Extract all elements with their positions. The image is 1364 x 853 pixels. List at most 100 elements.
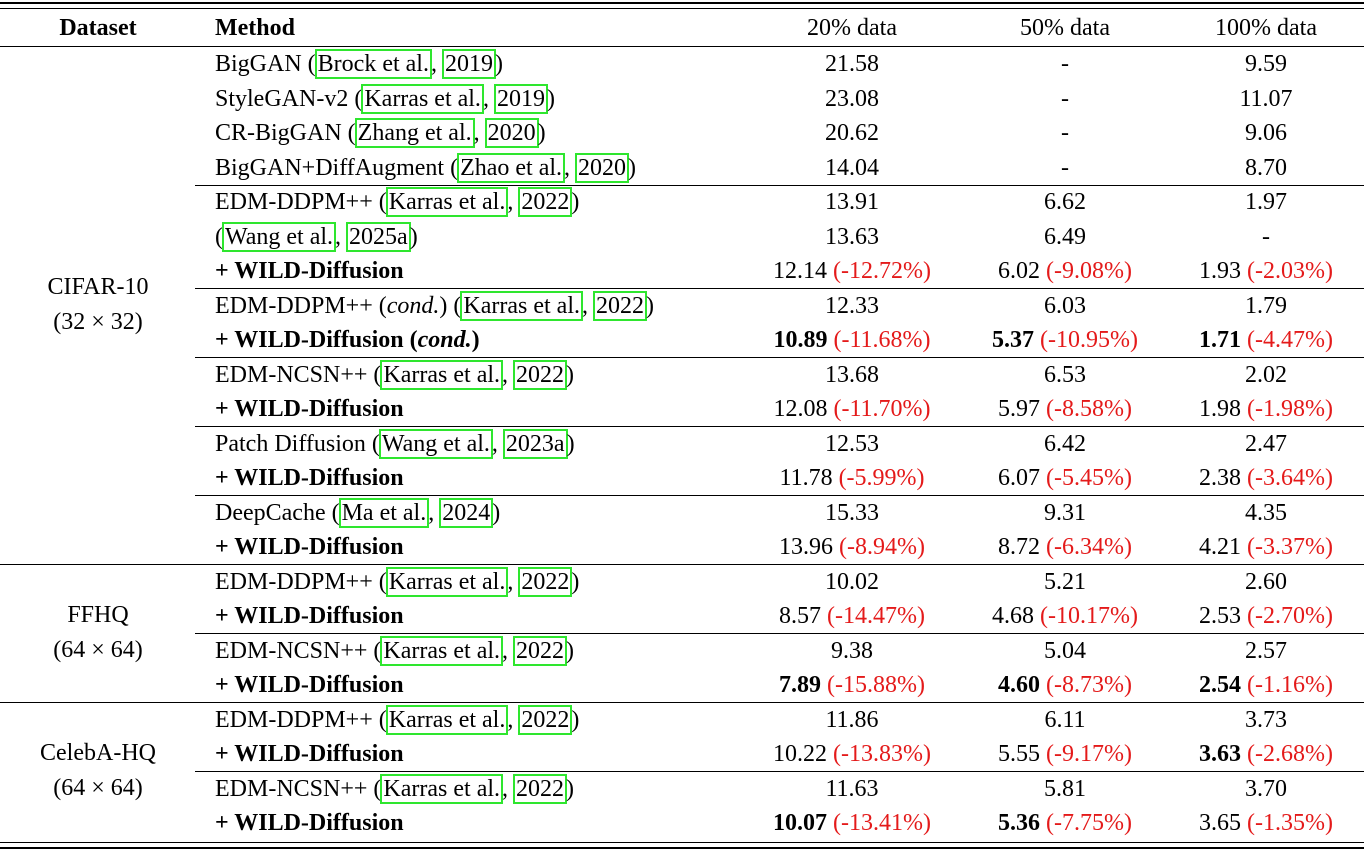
citation: 2020	[575, 152, 630, 183]
score-value: 10.07	[773, 810, 828, 836]
method-cell: + WILD-Diffusion	[215, 737, 404, 771]
header-rule	[0, 46, 1364, 47]
score-value: 13.63	[825, 223, 879, 250]
score-cell: 4.21 (-3.37%)	[1146, 530, 1364, 564]
method-cell: EDM-DDPM++ (Karras et al., 2022)	[215, 565, 579, 599]
score-change: (-9.08%)	[1046, 258, 1132, 284]
score-value: 6.53	[1044, 361, 1086, 388]
score-cell: 6.53	[945, 358, 1185, 392]
score-cell: 1.71 (-4.47%)	[1146, 323, 1364, 357]
score-value: 4.68	[992, 603, 1035, 629]
method-text: + WILD-Diffusion	[215, 810, 404, 836]
score-value: 4.60	[998, 672, 1041, 698]
method-cell: + WILD-Diffusion	[215, 806, 404, 840]
score-cell: 9.06	[1146, 116, 1364, 150]
score-cell: 2.53 (-2.70%)	[1146, 599, 1364, 633]
method-text: EDM-NCSN++ (	[215, 637, 382, 664]
score-cell: 1.79	[1146, 289, 1364, 323]
method-cell: DeepCache (Ma et al., 2024)	[215, 496, 500, 530]
method-cell: + WILD-Diffusion (cond.)	[215, 323, 480, 357]
score-value: -	[1061, 154, 1069, 181]
score-cell: 6.62	[945, 185, 1185, 219]
score-value: 13.91	[825, 189, 879, 215]
method-cell: EDM-NCSN++ (Karras et al., 2022)	[215, 358, 574, 392]
score-value: 8.72	[998, 534, 1041, 560]
citation: 2022	[513, 773, 568, 804]
score-cell: -	[945, 47, 1185, 81]
block-rule	[195, 357, 1364, 358]
method-text: EDM-NCSN++ (	[215, 361, 382, 388]
method-text: + WILD-Diffusion	[215, 396, 404, 422]
block-rule	[195, 288, 1364, 289]
score-value: 6.42	[1044, 430, 1086, 457]
score-cell: 13.68	[732, 358, 972, 392]
method-cell: EDM-DDPM++ (Karras et al., 2022)	[215, 703, 579, 737]
score-cell: 5.36 (-7.75%)	[945, 806, 1185, 840]
score-change: (-10.95%)	[1040, 327, 1138, 353]
score-change: (-14.47%)	[827, 603, 925, 629]
score-cell: 13.91	[732, 185, 972, 219]
group-rule	[0, 564, 1364, 565]
score-cell: 6.07 (-5.45%)	[945, 461, 1185, 495]
method-text: EDM-DDPM++ (	[215, 568, 387, 595]
score-value: 10.02	[825, 568, 879, 595]
score-change: (-5.99%)	[838, 465, 925, 491]
score-cell: 2.47	[1146, 427, 1364, 461]
group-rule	[0, 702, 1364, 703]
score-value: 5.37	[992, 327, 1035, 353]
score-value: 12.33	[825, 292, 879, 319]
method-text: ,	[473, 120, 486, 146]
header-cell: 50% data	[1020, 15, 1110, 41]
score-value: 6.11	[1044, 706, 1086, 733]
method-text: )	[566, 361, 575, 388]
score-cell: 2.60	[1146, 565, 1364, 599]
score-cell: 5.37 (-10.95%)	[945, 323, 1185, 357]
method-text: + WILD-Diffusion	[215, 603, 404, 629]
citation: Karras et al.	[385, 566, 509, 597]
method-text: CR-BigGAN (	[215, 120, 356, 146]
top-rule	[0, 2, 1364, 4]
citation: Karras et al.	[380, 773, 504, 804]
method-text: BigGAN+DiffAugment (	[215, 154, 459, 181]
dataset-label: CelebA-HQ	[40, 740, 156, 766]
score-cell: 9.59	[1146, 47, 1364, 81]
score-change: (-3.64%)	[1247, 465, 1333, 491]
score-cell: 15.33	[732, 496, 972, 530]
method-text: + WILD-Diffusion	[215, 258, 404, 284]
score-value: 2.57	[1245, 637, 1287, 664]
score-change: (-8.58%)	[1046, 396, 1132, 422]
method-cell: EDM-NCSN++ (Karras et al., 2022)	[215, 634, 574, 668]
method-text: DeepCache (	[215, 499, 340, 526]
score-value: 11.63	[825, 775, 879, 802]
method-text: StyleGAN-v2 (	[215, 85, 363, 112]
method-cell: CR-BigGAN (Zhang et al., 2020)	[215, 116, 546, 150]
method-text: )	[566, 637, 575, 664]
method-text: BigGAN (	[215, 51, 316, 77]
score-value: 2.53	[1199, 603, 1242, 629]
citation: Wang et al.	[222, 221, 337, 252]
score-cell: 13.63	[732, 220, 972, 254]
score-cell: 1.98 (-1.98%)	[1146, 392, 1364, 426]
score-cell: 10.89 (-11.68%)	[732, 323, 972, 357]
score-change: (-9.17%)	[1046, 741, 1132, 767]
score-value: 5.55	[998, 741, 1041, 767]
score-value: 8.57	[779, 603, 822, 629]
score-cell: 5.21	[945, 565, 1185, 599]
score-value: 9.59	[1245, 51, 1287, 77]
method-text: + WILD-Diffusion	[215, 741, 404, 767]
score-cell: 1.93 (-2.03%)	[1146, 254, 1364, 288]
score-cell: -	[1146, 220, 1364, 254]
score-change: (-2.03%)	[1247, 258, 1333, 284]
citation: Zhao et al.	[457, 152, 566, 183]
score-cell: 2.02	[1146, 358, 1364, 392]
score-cell: 20.62	[732, 116, 972, 150]
citation: 2025a	[346, 221, 411, 252]
header-cell: Method	[215, 15, 295, 41]
method-text: EDM-DDPM++ (	[215, 292, 387, 319]
block-rule	[195, 495, 1364, 496]
score-change: (-1.16%)	[1247, 672, 1333, 698]
score-cell: 23.08	[732, 82, 972, 116]
score-value: 14.04	[825, 154, 879, 181]
score-cell: 5.97 (-8.58%)	[945, 392, 1185, 426]
score-value: 3.70	[1245, 775, 1287, 802]
